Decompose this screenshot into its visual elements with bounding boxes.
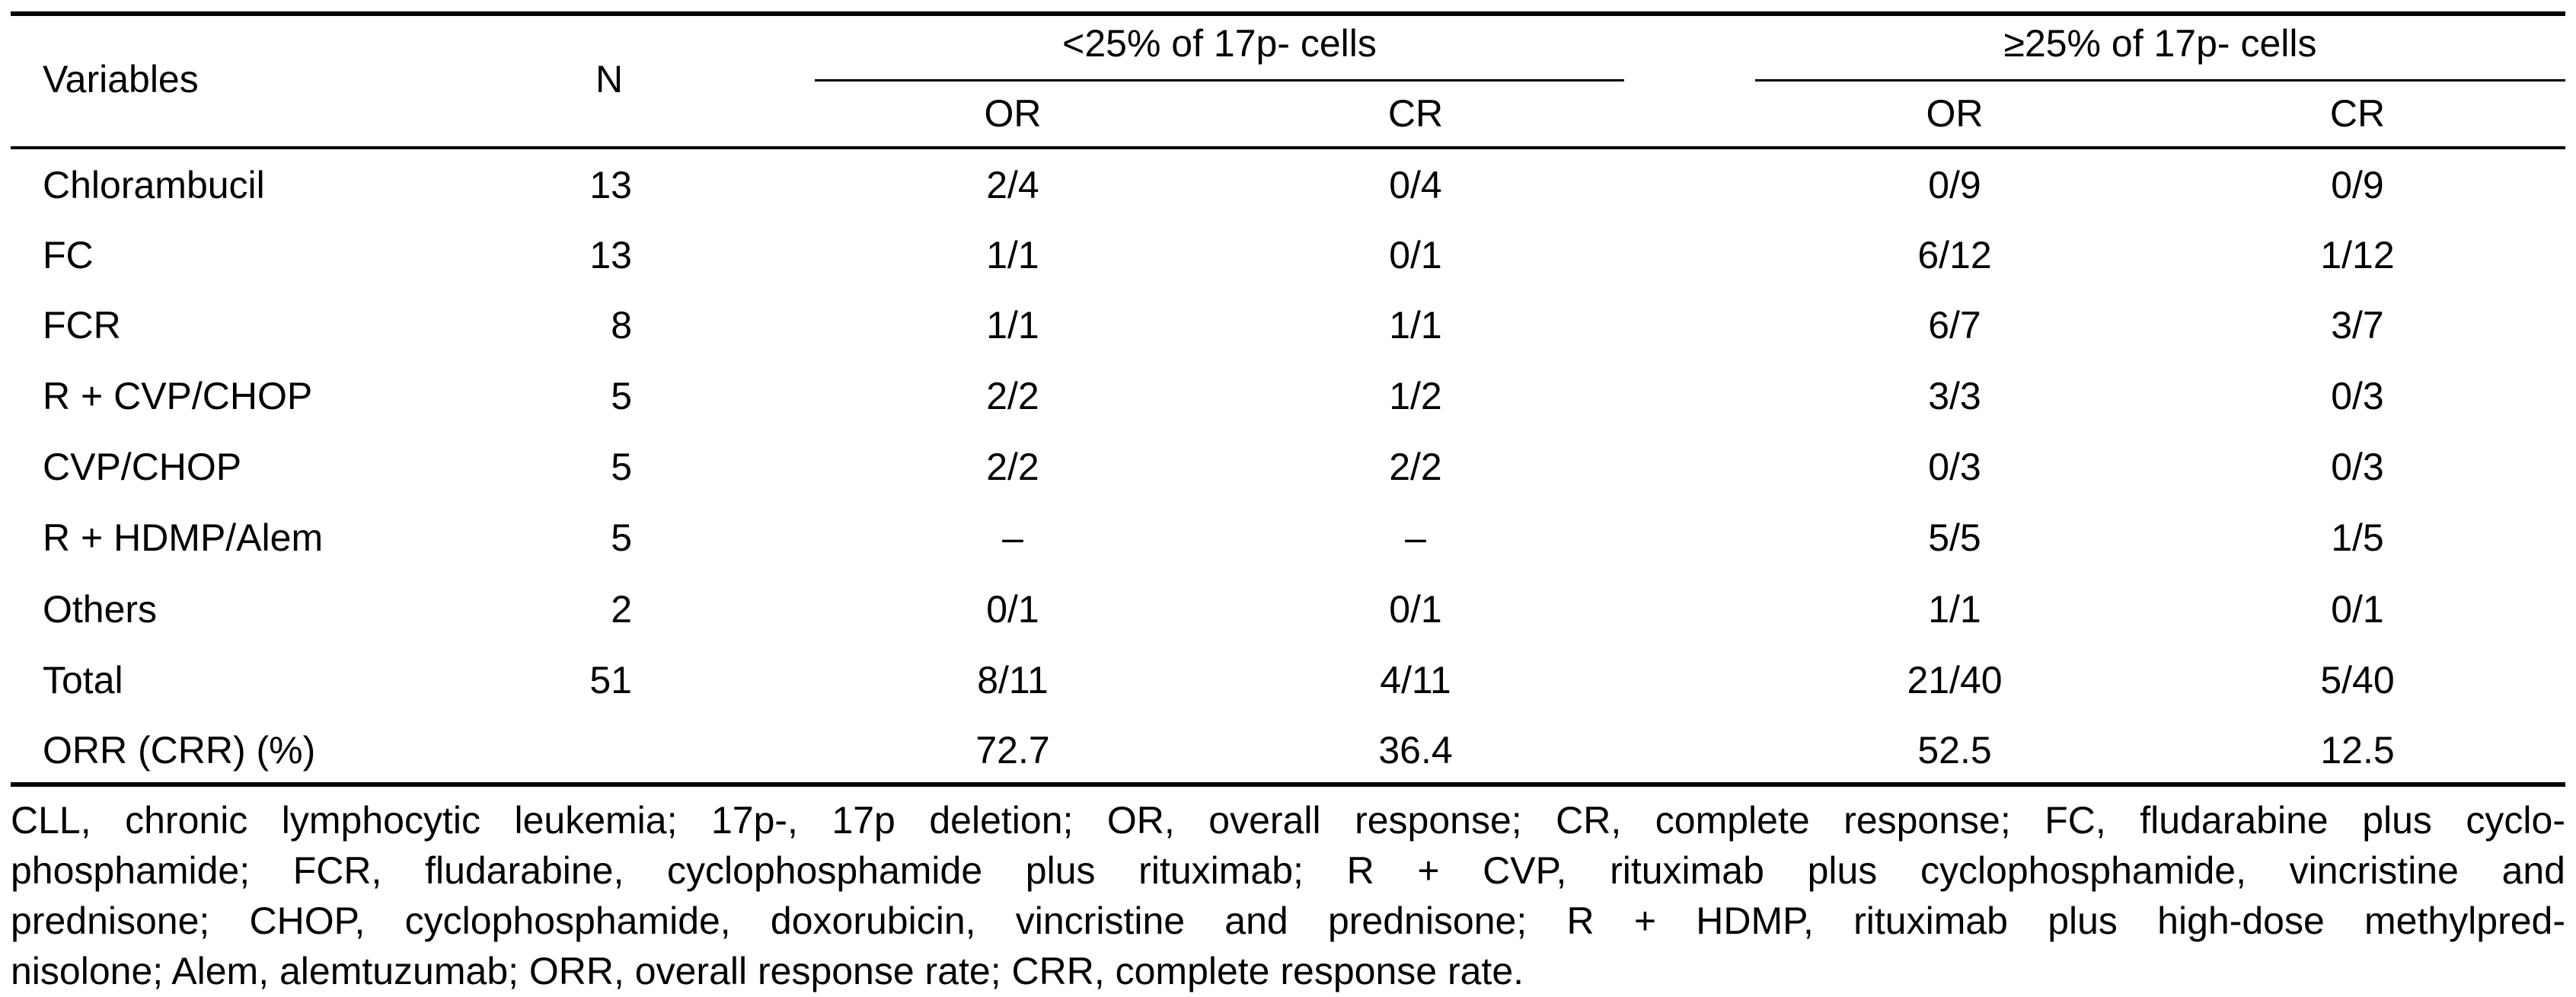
group-high-underline (1755, 79, 2565, 81)
cell-variable: ORR (CRR) (%) (43, 729, 316, 772)
table-top-rule (11, 11, 2565, 16)
cell-n: 5 (611, 446, 632, 488)
table-footnote: CLL, chronic lymphocytic leukemia; 17p-,… (11, 795, 2565, 996)
header-n: N (595, 58, 624, 101)
cell-low-cr: 2/2 (1389, 446, 1442, 488)
header-high-cr: CR (2329, 92, 2386, 135)
cell-low-cr: 0/1 (1389, 588, 1442, 631)
cell-high-cr: 12.5 (2320, 729, 2395, 772)
cell-low-or: 8/11 (977, 659, 1049, 701)
cell-high-or: 0/9 (1928, 164, 1981, 206)
header-low-or: OR (984, 92, 1042, 135)
cell-n: 2 (611, 588, 632, 631)
header-group-high: ≥25% of 17p- cells (2003, 22, 2317, 65)
cell-n: 51 (589, 659, 632, 701)
cell-variable: FCR (43, 304, 121, 347)
cell-n: 8 (611, 304, 632, 347)
cell-high-cr: 1/5 (2331, 516, 2384, 559)
cell-high-or: 0/3 (1928, 446, 1981, 488)
cell-n (457, 727, 632, 773)
cell-variable: R + CVP/CHOP (43, 375, 313, 417)
cell-low-cr: 1/1 (1389, 304, 1442, 347)
cell-low-cr: 4/11 (1380, 659, 1451, 701)
cell-low-or: – (1002, 516, 1023, 559)
cell-low-cr: 36.4 (1378, 729, 1453, 772)
cell-n: 13 (589, 234, 632, 276)
cell-n: 5 (611, 375, 632, 417)
cell-high-or: 5/5 (1928, 516, 1981, 559)
cell-low-cr: – (1405, 516, 1426, 559)
header-variables: Variables (43, 58, 199, 101)
cell-low-or: 2/4 (986, 164, 1039, 206)
cell-n: 5 (611, 516, 632, 559)
cell-low-or: 2/2 (986, 446, 1039, 488)
cell-n: 13 (589, 164, 632, 206)
cell-low-or: 0/1 (986, 588, 1039, 631)
cell-low-or: 72.7 (975, 729, 1050, 772)
cell-low-or: 2/2 (986, 375, 1039, 417)
cell-high-cr: 3/7 (2331, 304, 2384, 347)
footnote-line: prednisone; CHOP, cyclophosphamide, doxo… (11, 900, 2565, 942)
cell-variable: Chlorambucil (43, 164, 265, 206)
cell-high-cr: 0/3 (2331, 375, 2384, 417)
footnote-line: nisolone; Alem, alemtuzumab; ORR, overal… (11, 950, 1524, 992)
cell-low-or: 1/1 (986, 304, 1039, 347)
cell-high-cr: 0/1 (2331, 588, 2384, 631)
cell-variable: CVP/CHOP (43, 446, 242, 488)
table-bottom-rule (11, 782, 2565, 787)
footnote-line: CLL, chronic lymphocytic leukemia; 17p-,… (11, 799, 2565, 842)
cell-high-or: 3/3 (1928, 375, 1981, 417)
cell-low-or: 1/1 (986, 234, 1039, 276)
cell-low-cr: 0/1 (1389, 234, 1442, 276)
header-group-low: <25% of 17p- cells (1062, 22, 1377, 65)
cell-variable: Others (43, 588, 158, 631)
header-bottom-rule (11, 146, 2565, 149)
cell-variable: Total (43, 659, 123, 701)
cell-low-cr: 0/4 (1389, 164, 1442, 206)
cell-high-cr: 0/3 (2331, 446, 2384, 488)
header-high-or: OR (1926, 92, 1984, 135)
cell-variable: FC (43, 234, 94, 276)
group-low-underline (815, 79, 1624, 81)
cell-low-cr: 1/2 (1389, 375, 1442, 417)
cell-high-cr: 5/40 (2320, 659, 2395, 701)
cell-high-cr: 1/12 (2320, 234, 2395, 276)
cell-high-or: 6/7 (1928, 304, 1981, 347)
cell-high-or: 1/1 (1928, 588, 1981, 631)
cell-high-cr: 0/9 (2331, 164, 2384, 206)
cell-variable: R + HDMP/Alem (43, 516, 324, 559)
header-low-cr: CR (1387, 92, 1444, 135)
footnote-line: phosphamide; FCR, fludarabine, cyclophos… (11, 849, 2565, 892)
cell-high-or: 6/12 (1917, 234, 1992, 276)
cell-high-or: 21/40 (1907, 659, 2003, 701)
cell-high-or: 52.5 (1917, 729, 1992, 772)
